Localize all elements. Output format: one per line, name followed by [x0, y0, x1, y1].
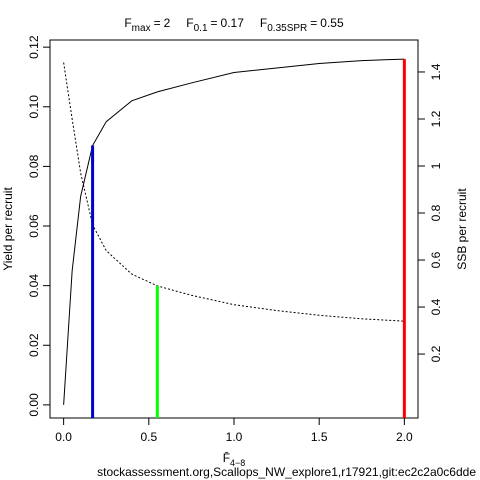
x-tick-label: 1.0: [226, 430, 243, 444]
y2-tick-label: 1.2: [429, 110, 443, 127]
y-tick-label: 0.00: [27, 393, 41, 417]
title-relation: =: [211, 16, 218, 30]
x-tick-label: 0.0: [55, 430, 72, 444]
y2-axis-label: SSB per recruit: [455, 188, 469, 270]
title-subscript: 0.1: [194, 23, 208, 34]
title-symbol: F: [186, 16, 193, 30]
y2-tick-label: 0.2: [429, 345, 443, 362]
x-axis-label: F̄4−8: [223, 451, 246, 468]
y2-tick-label: 1.4: [429, 63, 443, 80]
chart-title: Fmax = 2 F0.1 = 0.17 F0.35SPR = 0.55: [124, 16, 344, 34]
x-tick-label: 1.5: [311, 430, 328, 444]
y-tick-label: 0.10: [27, 95, 41, 119]
title-value: 2: [164, 16, 171, 30]
title-value: 0.55: [320, 16, 344, 30]
title-relation: =: [154, 16, 161, 30]
y-tick-label: 0.06: [27, 214, 41, 238]
title-symbol: F: [260, 16, 267, 30]
x-label-subscript: 4−8: [230, 458, 245, 468]
title-subscript: 0.35SPR: [267, 23, 307, 34]
y-axis-label: Yield per recruit: [1, 187, 15, 271]
title-subscript: max: [132, 23, 151, 34]
y-tick-label: 0.04: [27, 274, 41, 298]
y-tick-label: 0.08: [27, 154, 41, 178]
y-tick-label: 0.12: [27, 35, 41, 59]
x-tick-label: 0.5: [140, 430, 157, 444]
footer: stockassessment.org,Scallops_NW_explore1…: [97, 465, 476, 479]
y2-tick-label: 0.6: [429, 251, 443, 268]
title-relation: =: [310, 16, 317, 30]
curve: [63, 62, 405, 322]
plot-frame: [49, 39, 419, 419]
title-value: 0.17: [221, 16, 245, 30]
y2-tick-label: 1: [429, 162, 443, 169]
title-symbol: F: [124, 16, 131, 30]
x-label-symbol: F̄: [223, 451, 230, 465]
y-tick-label: 0.02: [27, 333, 41, 357]
x-tick-label: 2.0: [396, 430, 413, 444]
y2-tick-label: 0.4: [429, 298, 443, 315]
curve: [63, 58, 405, 405]
y2-tick-label: 0.8: [429, 204, 443, 221]
